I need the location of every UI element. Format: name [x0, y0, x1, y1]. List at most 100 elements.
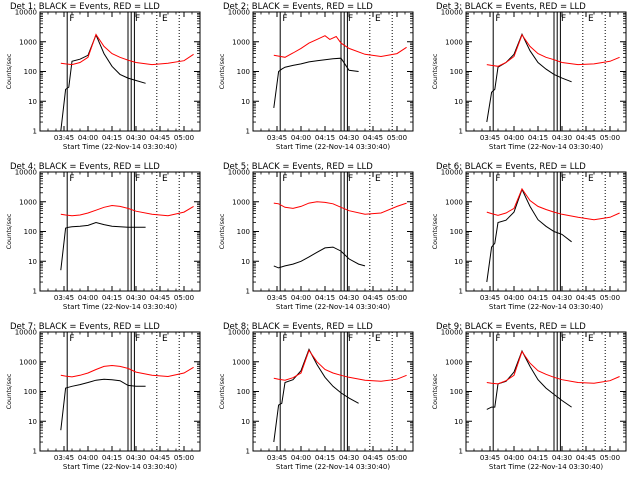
x-tick-label: 04:30 [552, 454, 572, 462]
x-tick-label: 05:00 [174, 294, 194, 302]
lld-series-line [273, 201, 407, 215]
x-tick-label: 03:45 [54, 454, 74, 462]
time-marker-label: F [69, 334, 74, 344]
y-tick-label: 100 [237, 68, 250, 76]
time-marker-label: F [282, 334, 287, 344]
plot-frame [252, 331, 414, 452]
x-tick-label: 04:30 [126, 294, 146, 302]
panel-title: Det 1: BLACK = Events, RED = LLD [10, 2, 160, 12]
plot-frame [465, 331, 627, 452]
y-tick-label: 1000 [232, 198, 250, 206]
y-tick-label: 10 [454, 258, 463, 266]
time-marker-label: F [495, 14, 500, 24]
y-tick-label: 10 [454, 98, 463, 106]
y-tick-label: 10 [28, 98, 37, 106]
time-marker-label: F [135, 174, 140, 184]
y-tick-label: 1000 [19, 198, 37, 206]
y-tick-label: 100 [24, 228, 37, 236]
y-tick-label: 100 [24, 68, 37, 76]
x-tick-label: 05:00 [600, 454, 620, 462]
detector-panel-6: Det 6: BLACK = Events, RED = LLD Counts/s… [431, 162, 627, 311]
y-tick-label: 100 [237, 388, 250, 396]
x-tick-label: 04:15 [102, 294, 122, 302]
x-axis-label: Start Time (22-Nov-14 03:30:40) [276, 143, 390, 151]
x-tick-label: 03:45 [54, 294, 74, 302]
time-marker-label: F [282, 14, 287, 24]
y-tick-label: 10000 [15, 169, 37, 177]
time-marker-label: F [495, 174, 500, 184]
y-tick-label: 10000 [228, 9, 250, 17]
x-tick-label: 05:00 [387, 134, 407, 142]
y-tick-label: 10 [241, 98, 250, 106]
detector-panel-7: Det 7: BLACK = Events, RED = LLD Counts/s… [5, 322, 201, 471]
y-axis-label: Counts/sec [218, 373, 226, 409]
x-axis-label: Start Time (22-Nov-14 03:30:40) [276, 303, 390, 311]
x-tick-label: 04:15 [528, 454, 548, 462]
panel-title: Det 6: BLACK = Events, RED = LLD [436, 162, 586, 172]
y-tick-label: 10000 [441, 9, 463, 17]
x-tick-label: 04:00 [504, 134, 524, 142]
x-axis-label: Start Time (22-Nov-14 03:30:40) [489, 463, 603, 471]
detector-panel-3: Det 3: BLACK = Events, RED = LLD Counts/s… [431, 2, 627, 151]
detector-panel-1: Det 1: BLACK = Events, RED = LLD Counts/s… [5, 2, 201, 151]
x-tick-label: 04:30 [339, 294, 359, 302]
panel-title: Det 9: BLACK = Events, RED = LLD [436, 322, 586, 332]
y-tick-label: 10 [454, 418, 463, 426]
lld-series-line [60, 364, 194, 378]
y-tick-label: 1 [33, 448, 37, 456]
x-tick-label: 05:00 [174, 134, 194, 142]
time-marker-label: F [135, 334, 140, 344]
y-tick-label: 1000 [232, 38, 250, 46]
x-tick-label: 03:45 [480, 294, 500, 302]
time-marker-label: F [348, 14, 353, 24]
x-axis-label: Start Time (22-Nov-14 03:30:40) [276, 463, 390, 471]
y-tick-label: 10000 [228, 169, 250, 177]
x-tick-label: 05:00 [174, 454, 194, 462]
x-tick-label: 03:45 [267, 134, 287, 142]
x-tick-label: 04:30 [552, 134, 572, 142]
time-marker-label: F [135, 14, 140, 24]
panel-title: Det 4: BLACK = Events, RED = LLD [10, 162, 160, 172]
time-marker-label: E [375, 14, 381, 24]
y-tick-label: 1 [246, 448, 250, 456]
time-marker-label: F [495, 334, 500, 344]
lld-series-line [273, 35, 407, 58]
events-series-line [60, 221, 146, 271]
y-axis-label: Counts/sec [218, 53, 226, 89]
x-tick-label: 04:00 [504, 294, 524, 302]
time-marker-label: E [162, 334, 168, 344]
x-tick-label: 04:15 [315, 134, 335, 142]
x-tick-label: 03:45 [267, 294, 287, 302]
time-marker-label: E [588, 334, 594, 344]
x-tick-label: 04:30 [126, 454, 146, 462]
events-series-line [273, 348, 359, 443]
y-tick-label: 10000 [15, 329, 37, 337]
x-tick-label: 04:00 [78, 294, 98, 302]
x-tick-label: 04:30 [126, 134, 146, 142]
x-tick-label: 05:00 [600, 134, 620, 142]
y-tick-label: 10 [241, 258, 250, 266]
x-tick-label: 04:00 [291, 294, 311, 302]
x-axis-label: Start Time (22-Nov-14 03:30:40) [63, 463, 177, 471]
y-axis-label: Counts/sec [5, 373, 13, 409]
detector-panel-9: Det 9: BLACK = Events, RED = LLD Counts/s… [431, 322, 627, 471]
y-tick-label: 1 [246, 128, 250, 136]
x-tick-label: 04:15 [102, 134, 122, 142]
x-tick-label: 04:00 [291, 134, 311, 142]
time-marker-label: F [561, 14, 566, 24]
x-tick-label: 04:45 [363, 134, 383, 142]
x-tick-label: 03:45 [480, 454, 500, 462]
y-tick-label: 10 [28, 418, 37, 426]
events-series-line [486, 188, 572, 283]
x-tick-label: 05:00 [387, 454, 407, 462]
x-tick-label: 04:15 [528, 294, 548, 302]
y-tick-label: 10 [28, 258, 37, 266]
x-tick-label: 05:00 [387, 294, 407, 302]
time-marker-label: E [375, 174, 381, 184]
x-tick-label: 03:45 [54, 134, 74, 142]
y-axis-label: Counts/sec [5, 213, 13, 249]
y-tick-label: 10000 [228, 329, 250, 337]
events-series-line [486, 32, 572, 123]
lld-series-line [60, 33, 194, 66]
x-tick-label: 04:45 [150, 134, 170, 142]
